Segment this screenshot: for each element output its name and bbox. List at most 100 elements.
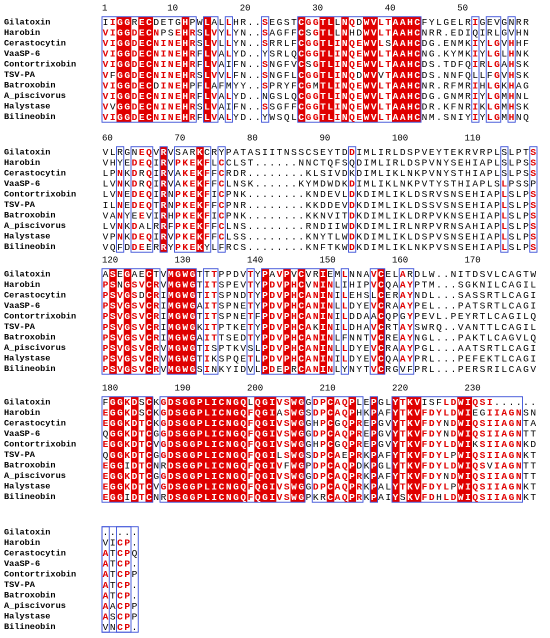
identity-highlight	[189, 396, 197, 503]
identity-highlight	[116, 396, 125, 503]
sequence-name: Contortrixobin	[4, 189, 76, 199]
identity-highlight	[254, 396, 262, 503]
identity-highlight	[196, 146, 204, 253]
sequence-name: Harobin	[4, 158, 40, 168]
similarity-box	[311, 396, 364, 503]
similarity-box	[348, 146, 357, 253]
sequence-name: Halystase	[4, 232, 50, 242]
similarity-box	[101, 396, 154, 503]
identity-highlight	[123, 16, 132, 123]
alignment-block: Gilatoxin.... . Harobin V I C P . Cerastocytin A T…	[4, 526, 139, 633]
ruler-number: 230	[465, 383, 481, 393]
sequence-name: Batroxobin	[4, 81, 56, 91]
ruler-number: 150	[320, 255, 336, 265]
identity-highlight	[203, 396, 212, 503]
ruler-number: 90	[320, 133, 331, 143]
ruler-number: 220	[392, 383, 408, 393]
sequence-name: Batroxobin	[4, 211, 56, 221]
sequence-name: TSV-PA	[4, 580, 36, 590]
identity-highlight	[297, 16, 306, 123]
sequence-name: Contortrixobin	[4, 311, 76, 321]
alignment-block: 1 10 20 30 40 50 Gilatoxin I I G G R E C D E T G H P W L A L L H R…	[4, 3, 529, 123]
identity-highlight	[181, 396, 190, 503]
similarity-box	[224, 16, 233, 123]
ruler-number: 110	[465, 133, 481, 143]
sequence-name: Bilineobin	[4, 364, 56, 374]
ruler-number: 60	[102, 133, 113, 143]
sequence-name: Gilatoxin	[4, 269, 50, 279]
similarity-box	[159, 146, 168, 253]
identity-highlight	[181, 268, 190, 375]
sequence-name: Harobin	[4, 28, 40, 38]
identity-highlight	[174, 396, 183, 503]
ruler-number: 40	[385, 3, 396, 13]
similarity-box	[297, 16, 422, 123]
identity-highlight	[348, 396, 357, 503]
similarity-box	[391, 396, 523, 503]
sequence-name: Bilineobin	[4, 112, 56, 122]
sequence-name: Gilatoxin	[4, 397, 50, 407]
identity-highlight	[297, 396, 306, 503]
similarity-box	[101, 16, 197, 123]
ruler-number: 130	[175, 255, 191, 265]
ruler-number: 1	[102, 3, 107, 13]
sequence-name: TSV-PA	[4, 70, 36, 80]
identity-highlight	[109, 396, 117, 503]
identity-highlight	[399, 16, 407, 123]
sequence-name: Halystase	[4, 354, 50, 364]
ruler-number: 80	[247, 133, 258, 143]
identity-highlight	[218, 396, 226, 503]
identity-highlight	[319, 268, 328, 375]
identity-highlight	[167, 396, 175, 503]
identity-highlight	[363, 16, 371, 123]
sequence-name: A_piscivorus	[4, 471, 66, 481]
alignment-block: 60 70 80 90 100 110 Gilatoxin V L R G N E Q V R V S A R K C R Y…	[4, 133, 538, 253]
sequence-name: Contortrixobin	[4, 59, 76, 69]
identity-highlight	[392, 396, 400, 503]
identity-highlight	[377, 268, 386, 375]
similarity-box	[369, 268, 386, 375]
similarity-box	[166, 268, 197, 375]
identity-highlight	[464, 396, 473, 503]
identity-highlight	[109, 268, 117, 375]
sequence-name: Gilatoxin	[4, 17, 50, 27]
identity-highlight	[413, 16, 422, 123]
ruler-number: 50	[457, 3, 468, 13]
sequence: .....	[103, 527, 138, 538]
ruler-number: 120	[102, 255, 118, 265]
sequence-name: Halystase	[4, 102, 50, 112]
identity-highlight	[225, 396, 233, 503]
sequence-name: TSV-PA	[4, 450, 36, 460]
identity-highlight	[406, 16, 415, 123]
identity-highlight	[261, 396, 270, 503]
similarity-box	[159, 396, 306, 503]
